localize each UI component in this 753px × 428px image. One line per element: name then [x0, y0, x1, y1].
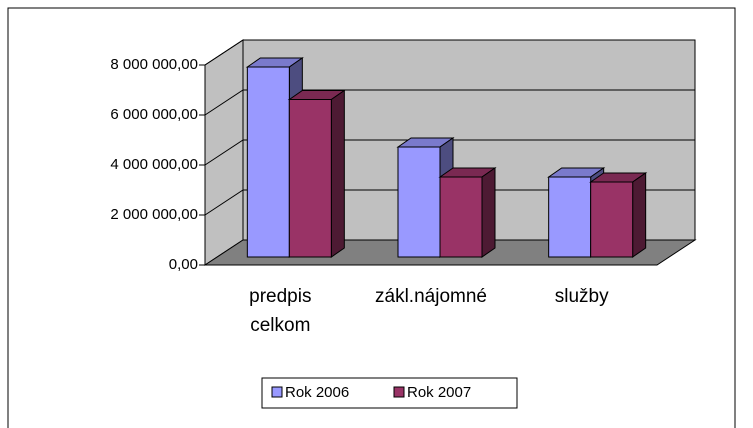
- legend: [261, 377, 518, 409]
- y-tick-label: 6 000 000,00: [110, 106, 198, 123]
- bar: [438, 167, 497, 258]
- legend-swatch: [271, 386, 283, 398]
- y-tick-label: 8 000 000,00: [110, 56, 198, 73]
- bar-front: [397, 146, 441, 258]
- bar-side: [330, 89, 345, 258]
- bar: [287, 89, 346, 258]
- bar-front: [246, 66, 290, 258]
- bar-side: [632, 172, 647, 258]
- y-tick-label: 0,00: [169, 256, 198, 273]
- x-tick-label: služby: [554, 286, 609, 307]
- legend-swatch: [393, 386, 405, 398]
- bar: [589, 172, 648, 258]
- legend-label: Rok 2007: [407, 384, 471, 401]
- grid-line: [204, 39, 695, 66]
- bar-front: [548, 176, 592, 258]
- y-tick-label: 2 000 000,00: [110, 206, 198, 223]
- x-tick-label: predpis celkom: [249, 286, 312, 336]
- bar-side: [481, 167, 496, 258]
- grid-line: [204, 89, 695, 116]
- legend-label: Rok 2006: [285, 384, 349, 401]
- grid-line: [204, 139, 695, 166]
- y-tick-label: 4 000 000,00: [110, 156, 198, 173]
- bar-front: [439, 176, 483, 258]
- bar-front: [288, 99, 332, 258]
- grid-line: [204, 189, 695, 216]
- x-tick-label: zákl.nájomné: [375, 286, 487, 307]
- bar-front: [590, 181, 634, 258]
